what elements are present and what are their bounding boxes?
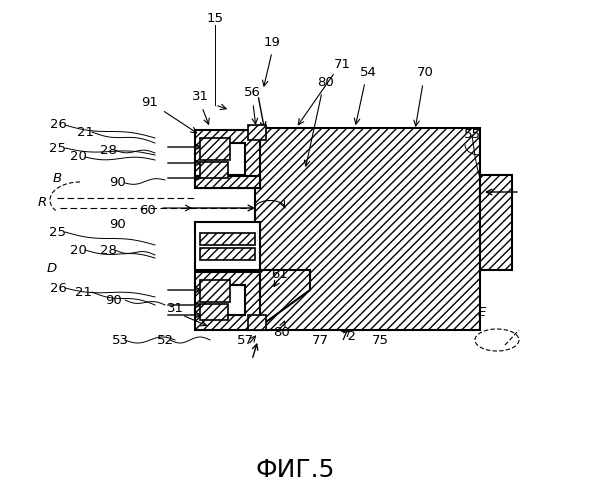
Text: 25: 25 (50, 226, 67, 238)
Text: 26: 26 (50, 118, 67, 132)
Bar (200, 162, 228, 178)
Bar (195, 176, 260, 188)
Text: 31: 31 (166, 302, 183, 314)
Bar (248, 315, 266, 330)
Text: 25: 25 (50, 142, 67, 154)
Text: D: D (47, 262, 57, 274)
Text: B: B (53, 172, 61, 184)
Text: 20: 20 (70, 244, 87, 256)
Text: 55: 55 (464, 128, 480, 141)
Text: 90: 90 (110, 218, 126, 232)
Text: 61: 61 (271, 268, 289, 281)
Text: 90: 90 (104, 294, 122, 306)
Text: 15: 15 (206, 12, 224, 24)
Text: 53: 53 (112, 334, 129, 346)
Text: 52: 52 (156, 334, 173, 346)
Text: 90: 90 (110, 176, 126, 190)
Text: 77: 77 (312, 334, 329, 346)
Bar (480, 175, 512, 270)
Text: 91: 91 (142, 96, 159, 110)
Bar (200, 248, 255, 260)
Text: 56: 56 (244, 86, 260, 98)
Bar (200, 138, 230, 160)
Text: 57: 57 (237, 334, 254, 346)
Text: 60: 60 (140, 204, 156, 216)
Text: 54: 54 (359, 66, 376, 78)
Bar (200, 304, 228, 320)
Text: ФИГ.5: ФИГ.5 (255, 458, 335, 482)
Bar (248, 125, 266, 140)
Text: 72: 72 (339, 330, 356, 344)
Polygon shape (255, 270, 310, 330)
Text: 19: 19 (264, 36, 280, 49)
Bar (195, 222, 260, 270)
Text: 21: 21 (77, 126, 93, 138)
Text: 70: 70 (417, 66, 434, 80)
Bar (255, 128, 480, 330)
Bar (205, 143, 245, 175)
Text: 75: 75 (372, 334, 388, 346)
Text: 31: 31 (192, 90, 208, 104)
Bar (195, 272, 260, 330)
Bar (200, 233, 255, 245)
Text: 80: 80 (317, 76, 333, 88)
Text: 20: 20 (70, 150, 87, 164)
Text: 21: 21 (76, 286, 93, 298)
Text: 80: 80 (274, 326, 290, 338)
Bar (200, 280, 230, 302)
Text: 26: 26 (50, 282, 67, 294)
Bar (195, 130, 260, 188)
Text: R: R (37, 196, 47, 208)
Bar (205, 285, 245, 315)
Text: 28: 28 (100, 144, 116, 156)
Text: 28: 28 (100, 244, 116, 256)
Text: 71: 71 (333, 58, 350, 71)
Text: E: E (478, 306, 486, 318)
